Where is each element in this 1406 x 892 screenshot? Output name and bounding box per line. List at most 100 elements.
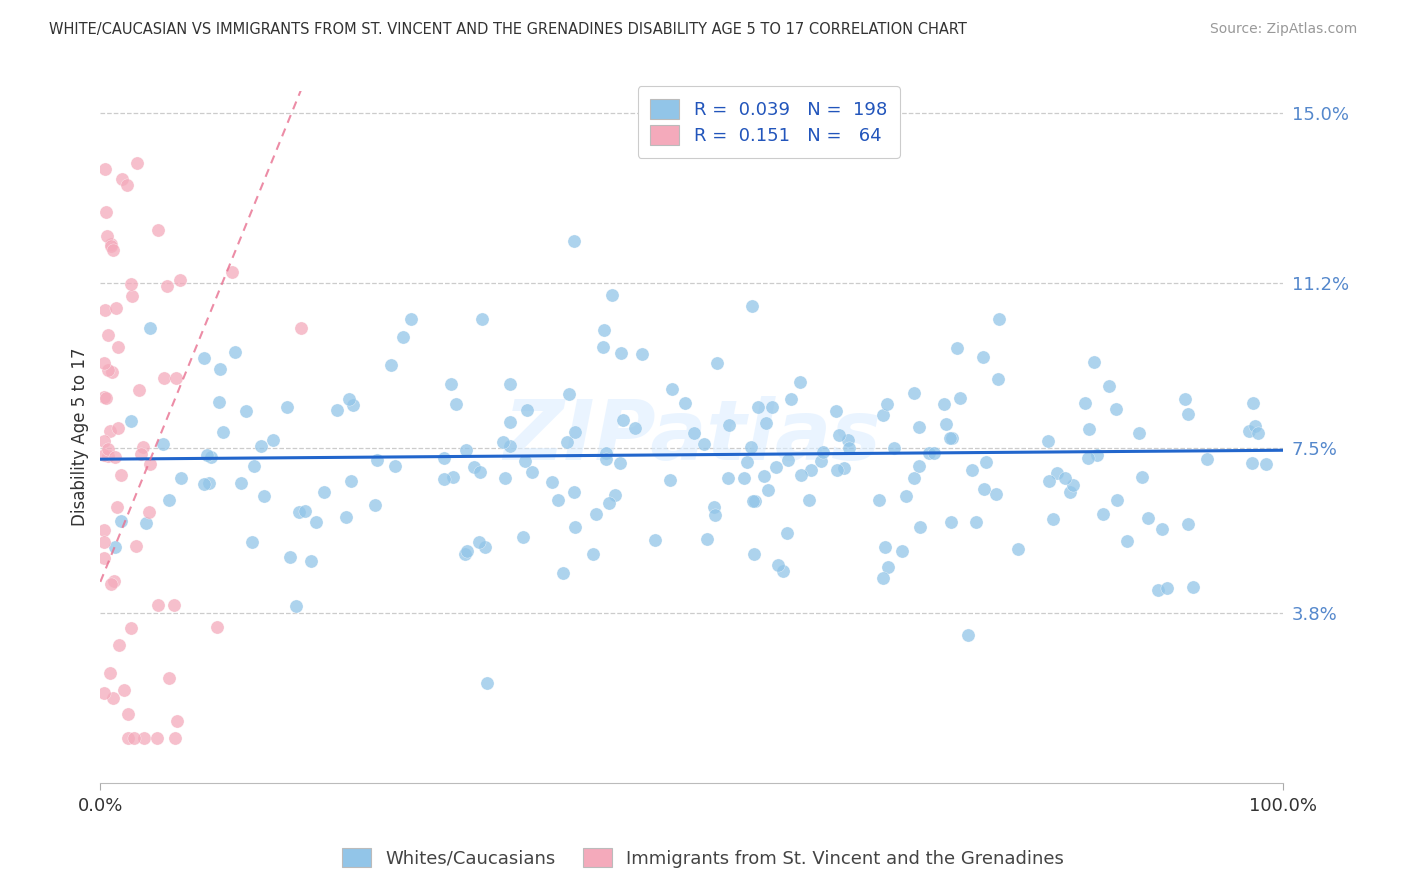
Point	[706, 356, 728, 370]
Point	[290, 321, 312, 335]
Point	[1256, 457, 1278, 471]
Point	[391, 330, 413, 344]
Point	[97, 449, 120, 463]
Point	[934, 397, 956, 411]
Point	[200, 450, 222, 464]
Point	[595, 446, 617, 460]
Point	[564, 425, 586, 439]
Point	[987, 372, 1010, 386]
Point	[104, 450, 127, 465]
Point	[93, 686, 115, 700]
Point	[193, 477, 215, 491]
Point	[152, 371, 174, 385]
Point	[93, 302, 115, 317]
Point	[468, 534, 491, 549]
Point	[433, 450, 456, 465]
Point	[117, 731, 139, 745]
Point	[1046, 466, 1069, 480]
Point	[121, 289, 143, 303]
Point	[1053, 471, 1076, 485]
Point	[104, 541, 127, 555]
Point	[1097, 378, 1119, 392]
Point	[125, 155, 148, 169]
Point	[454, 443, 477, 458]
Point	[380, 359, 402, 373]
Point	[962, 463, 984, 477]
Point	[562, 484, 585, 499]
Point	[776, 526, 799, 541]
Point	[789, 375, 811, 389]
Point	[776, 453, 799, 467]
Point	[157, 671, 180, 685]
Point	[108, 638, 131, 652]
Point	[499, 439, 522, 453]
Point	[540, 475, 562, 489]
Point	[364, 499, 387, 513]
Point	[766, 558, 789, 572]
Point	[399, 311, 422, 326]
Point	[593, 323, 616, 337]
Point	[1077, 422, 1099, 436]
Point	[240, 535, 263, 549]
Point	[592, 340, 614, 354]
Point	[598, 496, 620, 510]
Point	[169, 272, 191, 286]
Point	[873, 540, 896, 554]
Point	[138, 321, 160, 335]
Point	[520, 465, 543, 479]
Point	[1177, 517, 1199, 532]
Point	[941, 431, 963, 445]
Point	[231, 475, 253, 490]
Point	[463, 460, 485, 475]
Point	[894, 489, 917, 503]
Point	[115, 178, 138, 193]
Point	[120, 277, 142, 292]
Point	[163, 731, 186, 745]
Text: Source: ZipAtlas.com: Source: ZipAtlas.com	[1209, 22, 1357, 37]
Text: ZIPatlas: ZIPatlas	[503, 396, 880, 477]
Point	[224, 345, 246, 359]
Point	[468, 465, 491, 479]
Point	[825, 463, 848, 477]
Point	[96, 228, 118, 243]
Point	[208, 395, 231, 409]
Point	[166, 714, 188, 728]
Point	[741, 494, 763, 508]
Point	[1150, 522, 1173, 536]
Point	[103, 574, 125, 588]
Point	[1174, 392, 1197, 407]
Point	[110, 468, 132, 483]
Point	[735, 454, 758, 468]
Point	[790, 468, 813, 483]
Point	[276, 400, 298, 414]
Point	[765, 459, 787, 474]
Point	[918, 446, 941, 460]
Point	[134, 731, 156, 745]
Point	[1091, 508, 1114, 522]
Point	[693, 436, 716, 450]
Point	[515, 403, 537, 417]
Point	[696, 532, 718, 546]
Point	[1036, 434, 1059, 448]
Point	[986, 487, 1008, 501]
Point	[278, 550, 301, 565]
Point	[717, 471, 740, 485]
Point	[1181, 580, 1204, 594]
Point	[93, 356, 115, 370]
Point	[285, 599, 308, 614]
Point	[609, 456, 631, 470]
Point	[337, 392, 360, 406]
Point	[326, 403, 349, 417]
Point	[956, 628, 979, 642]
Point	[312, 484, 335, 499]
Point	[741, 299, 763, 313]
Point	[97, 442, 120, 456]
Point	[1038, 474, 1060, 488]
Point	[512, 530, 534, 544]
Point	[96, 204, 118, 219]
Point	[98, 665, 121, 680]
Point	[100, 237, 122, 252]
Point	[111, 172, 134, 186]
Point	[1136, 511, 1159, 525]
Point	[797, 492, 820, 507]
